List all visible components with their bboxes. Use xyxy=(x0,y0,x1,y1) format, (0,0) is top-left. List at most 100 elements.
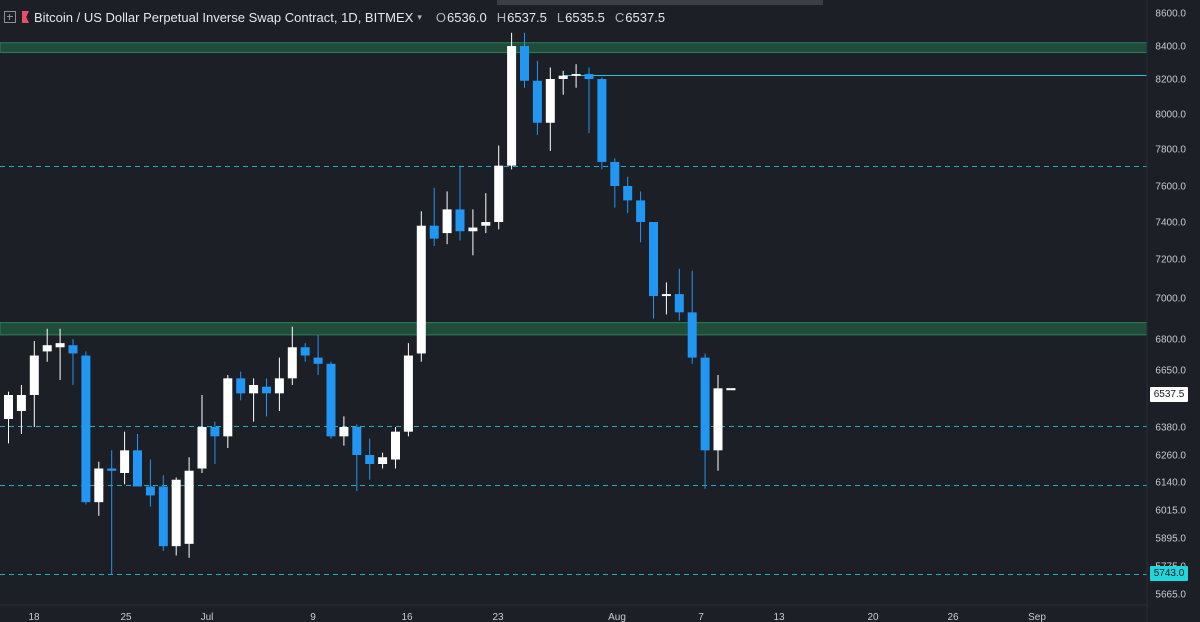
price-tick-label: 5895.0 xyxy=(1155,534,1186,545)
candle[interactable] xyxy=(584,67,594,134)
candle-body xyxy=(623,186,633,201)
candle[interactable] xyxy=(94,461,104,516)
candle-body xyxy=(455,209,465,232)
candle-body xyxy=(468,227,478,232)
candle[interactable] xyxy=(455,165,465,241)
candle[interactable] xyxy=(184,457,194,558)
candle-body xyxy=(378,457,388,464)
candle[interactable] xyxy=(42,328,52,362)
candle-body xyxy=(145,486,155,496)
candle-body xyxy=(532,80,542,123)
candle[interactable] xyxy=(623,176,633,213)
candle[interactable] xyxy=(494,145,504,230)
candle[interactable] xyxy=(133,434,142,487)
candle[interactable] xyxy=(352,424,362,491)
candle-body xyxy=(636,200,646,222)
candle[interactable] xyxy=(468,209,478,256)
candle[interactable] xyxy=(636,191,646,243)
candle[interactable] xyxy=(416,211,426,362)
candle[interactable] xyxy=(687,270,697,364)
candle[interactable] xyxy=(649,222,658,319)
candle[interactable] xyxy=(236,371,246,401)
candle[interactable] xyxy=(326,361,336,439)
candle[interactable] xyxy=(171,477,181,556)
candle-body xyxy=(649,222,658,297)
time-tick-label: 18 xyxy=(28,612,40,622)
candle[interactable] xyxy=(520,32,529,88)
candle[interactable] xyxy=(532,60,542,135)
candle[interactable] xyxy=(558,70,568,95)
candle[interactable] xyxy=(442,191,452,245)
candle[interactable] xyxy=(365,438,375,480)
candle[interactable] xyxy=(145,459,155,507)
candle[interactable] xyxy=(4,391,13,444)
candle[interactable] xyxy=(158,475,168,551)
candle[interactable] xyxy=(571,64,581,88)
low-value: L6535.5 xyxy=(556,9,605,25)
supply-demand-zone[interactable] xyxy=(0,322,1148,336)
price-tick-label: 6015.0 xyxy=(1155,506,1186,517)
candle-body xyxy=(571,74,581,76)
expand-square-icon[interactable] xyxy=(4,11,16,23)
candle[interactable] xyxy=(29,341,39,427)
candle[interactable] xyxy=(55,328,65,380)
candle-body xyxy=(262,386,271,394)
candle[interactable] xyxy=(197,395,207,473)
candle[interactable] xyxy=(713,375,723,471)
time-axis[interactable]: 18 25 Jul 9 16 23 Aug 7 13 20 26 Sep xyxy=(28,612,1046,622)
candle[interactable] xyxy=(339,416,349,446)
candle[interactable] xyxy=(378,452,388,469)
time-tick-label: Sep xyxy=(1028,612,1046,622)
price-tick-label: 6800.0 xyxy=(1155,335,1186,346)
supply-demand-zone[interactable] xyxy=(0,42,1148,54)
time-tick-label: 26 xyxy=(947,612,959,622)
price-tick-label: 6380.0 xyxy=(1155,423,1186,434)
candle[interactable] xyxy=(16,385,26,434)
candle[interactable] xyxy=(597,77,607,170)
candle[interactable] xyxy=(107,450,117,575)
candle[interactable] xyxy=(262,378,271,417)
open-value: O6536.0 xyxy=(435,9,487,25)
candle-body xyxy=(507,46,517,166)
candle[interactable] xyxy=(274,357,284,411)
candle-body xyxy=(520,46,529,81)
top-scroll-handle[interactable] xyxy=(497,0,823,5)
candle-body xyxy=(16,395,26,411)
candle[interactable] xyxy=(661,282,671,315)
candle-body xyxy=(81,355,91,503)
symbol-title[interactable]: Bitcoin / US Dollar Perpetual Inverse Sw… xyxy=(34,9,414,25)
candle[interactable] xyxy=(403,343,413,437)
candle[interactable] xyxy=(481,193,491,234)
caret-down-icon[interactable]: ▾ xyxy=(417,11,422,22)
candle[interactable] xyxy=(68,339,78,385)
candle[interactable] xyxy=(391,427,400,469)
candle[interactable] xyxy=(249,378,259,422)
level-price-label: 5743.0 xyxy=(1150,566,1188,581)
candle-body xyxy=(68,345,78,354)
candle[interactable] xyxy=(700,353,710,489)
price-tick-label: 7000.0 xyxy=(1155,294,1186,305)
candle-body xyxy=(249,385,259,394)
candle-body xyxy=(210,427,220,437)
candle[interactable] xyxy=(610,158,620,208)
candle[interactable] xyxy=(210,421,220,464)
candle[interactable] xyxy=(223,375,233,448)
candle[interactable] xyxy=(429,187,439,247)
time-tick-label: 25 xyxy=(120,612,132,622)
candle[interactable] xyxy=(81,351,91,505)
candle[interactable] xyxy=(674,268,684,321)
candle[interactable] xyxy=(313,334,323,375)
candle-body xyxy=(184,470,194,544)
candle[interactable] xyxy=(507,32,517,170)
price-tick-label: 8400.0 xyxy=(1155,42,1186,53)
candle[interactable] xyxy=(287,326,297,385)
candle-body xyxy=(287,347,297,379)
candle[interactable] xyxy=(120,431,130,485)
candle[interactable] xyxy=(545,67,555,151)
candle-body xyxy=(313,357,323,364)
candle-body xyxy=(481,222,491,226)
candle-body xyxy=(687,312,697,358)
candle[interactable] xyxy=(300,343,310,362)
candle-body xyxy=(442,209,452,234)
